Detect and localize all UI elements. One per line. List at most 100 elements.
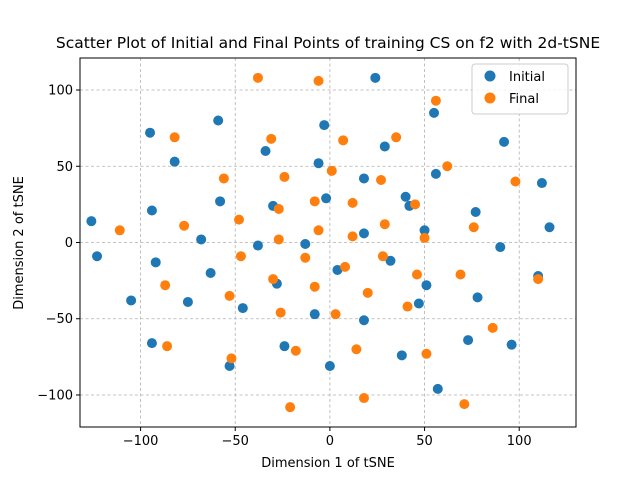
point-initial	[150, 257, 161, 268]
point-final	[455, 269, 466, 280]
point-final	[273, 234, 284, 245]
point-initial	[86, 216, 97, 227]
point-initial	[358, 315, 369, 326]
point-final	[285, 402, 296, 413]
point-final	[358, 393, 369, 404]
x-tick-label: 50	[416, 434, 433, 449]
point-initial	[544, 222, 555, 233]
point-initial	[419, 225, 430, 236]
point-initial	[126, 295, 137, 306]
point-final	[351, 344, 362, 355]
point-final	[218, 173, 229, 184]
point-initial	[421, 280, 432, 291]
x-tick-label: −50	[222, 434, 249, 449]
point-final	[347, 197, 358, 208]
point-final	[275, 307, 286, 318]
point-initial	[224, 361, 235, 372]
point-initial	[213, 115, 224, 126]
point-final	[300, 252, 311, 263]
point-final	[224, 290, 235, 301]
point-final	[326, 165, 337, 176]
point-initial	[260, 146, 271, 157]
point-initial	[324, 361, 335, 372]
point-initial	[309, 309, 320, 320]
legend-frame	[471, 63, 569, 115]
point-final	[379, 219, 390, 230]
point-initial	[495, 242, 506, 253]
point-final	[487, 322, 498, 333]
y-tick-label: −50	[46, 312, 73, 327]
point-initial	[396, 350, 407, 361]
point-final	[419, 232, 430, 243]
legend-label-initial: Initial	[509, 70, 545, 85]
point-initial	[182, 296, 193, 307]
point-initial	[506, 339, 517, 350]
legend-marker-initial	[484, 70, 496, 82]
point-final	[391, 132, 402, 143]
point-initial	[332, 264, 343, 275]
point-initial	[321, 193, 332, 204]
point-final	[169, 132, 180, 143]
series-final	[114, 72, 544, 413]
point-initial	[196, 234, 207, 245]
point-initial	[145, 127, 156, 138]
y-tick-label: 50	[56, 160, 73, 175]
point-initial	[370, 72, 381, 83]
x-tick-label: 0	[326, 434, 334, 449]
point-final	[362, 287, 373, 298]
point-initial	[252, 240, 263, 251]
point-initial	[300, 239, 311, 250]
point-final	[160, 280, 171, 291]
point-final	[226, 353, 237, 364]
point-final	[338, 135, 349, 146]
point-initial	[432, 383, 443, 394]
point-final	[309, 281, 320, 292]
point-final	[376, 174, 387, 185]
point-final	[377, 251, 388, 262]
point-final	[430, 95, 441, 106]
point-initial	[92, 251, 103, 262]
point-initial	[279, 341, 290, 352]
point-final	[266, 133, 277, 144]
point-initial	[536, 178, 547, 189]
point-final	[340, 261, 351, 272]
point-final	[410, 199, 421, 210]
point-final	[510, 176, 521, 187]
point-final	[235, 251, 246, 262]
y-tick-label: 100	[48, 84, 73, 99]
point-final	[468, 222, 479, 233]
point-final	[313, 225, 324, 236]
x-tick-label: 100	[507, 434, 532, 449]
point-final	[162, 341, 173, 352]
point-final	[309, 196, 320, 207]
data-points	[86, 72, 555, 413]
legend-marker-final	[484, 92, 496, 104]
x-axis-label: Dimension 1 of tSNE	[261, 456, 395, 471]
y-tick-label: −100	[37, 388, 73, 403]
point-initial	[313, 158, 324, 169]
axis-ticks: −100 −50 0 50 100 −100 −50 0 50 100	[37, 84, 531, 449]
point-initial	[463, 335, 474, 346]
point-final	[459, 399, 470, 410]
y-tick-label: 0	[65, 236, 73, 251]
point-initial	[237, 303, 248, 314]
point-final	[279, 171, 290, 182]
point-final	[273, 203, 284, 214]
point-final	[252, 72, 263, 83]
point-final	[330, 309, 341, 320]
point-initial	[358, 228, 369, 239]
point-initial	[205, 267, 216, 278]
point-final	[442, 161, 453, 172]
point-initial	[169, 156, 180, 167]
point-initial	[400, 191, 411, 202]
point-final	[268, 274, 279, 285]
point-final	[411, 269, 422, 280]
y-axis-label: Dimension 2 of tSNE	[12, 176, 27, 310]
point-initial	[379, 141, 390, 152]
point-initial	[413, 298, 424, 309]
point-initial	[429, 107, 440, 118]
point-initial	[146, 205, 157, 216]
legend: Initial Final	[471, 63, 569, 115]
point-initial	[215, 196, 226, 207]
